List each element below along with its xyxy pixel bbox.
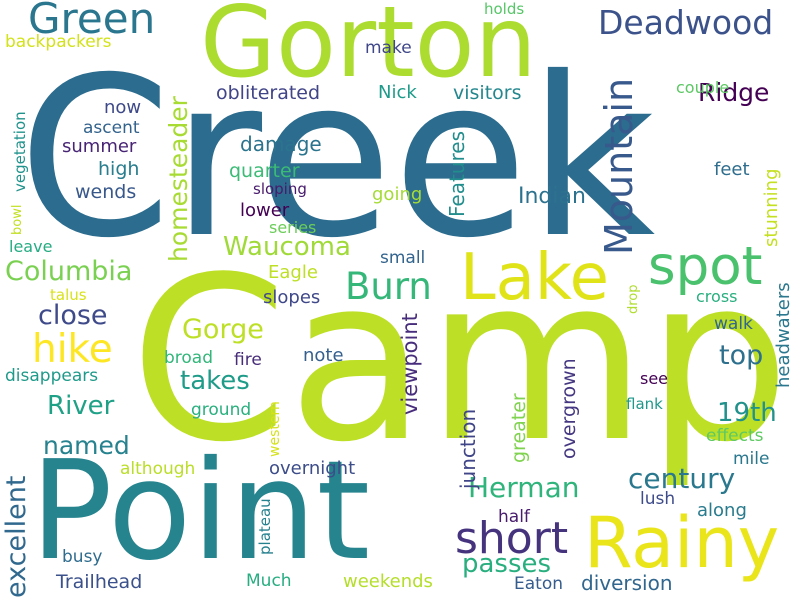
word-gorton: Gorton [200, 0, 537, 100]
word-spot: spot [648, 236, 763, 297]
word-herman: Herman [468, 471, 580, 504]
word-mountain: Mountain [597, 77, 641, 255]
word-although: although [120, 459, 196, 479]
word-camp: Camp [130, 229, 790, 492]
word-burn: Burn [345, 265, 432, 308]
word-takes: takes [180, 366, 250, 396]
word-fire: fire [234, 350, 262, 370]
word-disappears: disappears [5, 366, 99, 386]
word-vegetation: vegetation [11, 111, 29, 192]
word-features: Features [445, 131, 469, 217]
word-holds: holds [484, 0, 525, 18]
word-obliterated: obliterated [216, 82, 321, 104]
word-eagle: Eagle [268, 262, 318, 283]
word-make: make [365, 38, 412, 58]
word-walk: walk [714, 314, 753, 334]
word-much: Much [246, 571, 292, 591]
word-top: top [719, 340, 764, 371]
word-broad: broad [164, 348, 214, 368]
word-visitors: visitors [453, 82, 522, 104]
word-going: going [372, 184, 423, 205]
word-talus: talus [50, 286, 87, 304]
word-wends: wends [75, 181, 137, 203]
word-effects: effects [706, 426, 764, 446]
word-slopes: slopes [263, 287, 321, 308]
word-lower: lower [240, 200, 290, 221]
word-deadwood: Deadwood [598, 3, 774, 42]
word-series: series [269, 218, 317, 237]
word-now: now [104, 97, 142, 118]
word-passes: passes [462, 549, 552, 579]
word-along: along [697, 500, 747, 521]
word-couple: couple [676, 78, 730, 97]
word-small: small [380, 248, 426, 268]
word-headwaters: headwaters [773, 282, 794, 388]
word-drop: drop [626, 284, 641, 314]
word-plateau: plateau [256, 498, 274, 555]
word-named: named [43, 431, 130, 460]
word-point: Point [30, 432, 371, 591]
word-leave: leave [9, 237, 53, 256]
word-weekends: weekends [343, 571, 433, 592]
word-feet: feet [714, 159, 750, 180]
word-quarter: quarter [229, 160, 300, 182]
word-overgrown: overgrown [558, 358, 580, 459]
word-lush: lush [640, 489, 676, 509]
word-gorge: Gorge [182, 314, 264, 345]
word-note: note [303, 345, 344, 366]
word-diversion: diversion [581, 571, 673, 595]
word-nick: Nick [378, 82, 417, 103]
word-trailhead: Trailhead [56, 571, 143, 593]
word-stunning: stunning [761, 168, 782, 248]
word-ground: ground [191, 400, 252, 420]
word-columbia: Columbia [5, 256, 133, 287]
word-viewpoint: viewpoint [398, 313, 422, 415]
word-century: century [628, 462, 736, 495]
word-flank: flank [626, 395, 663, 413]
word-busy: busy [62, 547, 103, 567]
word-sloping: sloping [253, 180, 307, 198]
word-overnight: overnight [269, 458, 356, 479]
word-backpackers: backpackers [5, 32, 112, 52]
word-western: western [267, 401, 283, 457]
word-high: high [98, 158, 140, 180]
word-homesteader: homesteader [164, 96, 193, 262]
word-bowl: bowl [10, 204, 25, 235]
word-short: short [455, 513, 569, 564]
word-cross: cross [696, 287, 738, 306]
word-mile: mile [733, 449, 770, 469]
word-creek: Creek [18, 30, 656, 286]
word-19th: 19th [717, 398, 777, 428]
word-close: close [38, 300, 108, 331]
word-see: see [640, 369, 669, 388]
word-greater: greater [508, 393, 530, 463]
word-indian: Indian [518, 184, 586, 209]
word-river: River [47, 391, 115, 421]
word-half: half [498, 507, 530, 527]
word-waucoma: Waucoma [223, 232, 351, 262]
word-hike: hike [32, 327, 113, 372]
word-ascent: ascent [83, 118, 140, 138]
word-junction: junction [456, 408, 480, 489]
word-lake: Lake [460, 241, 610, 315]
word-rainy: Rainy [584, 502, 780, 584]
word-green: Green [28, 0, 156, 43]
word-excellent: excellent [1, 475, 32, 598]
word-summer: summer [62, 136, 137, 157]
word-eaton: Eaton [514, 574, 563, 594]
word-ridge: Ridge [698, 78, 770, 107]
word-damage: damage [240, 132, 322, 156]
